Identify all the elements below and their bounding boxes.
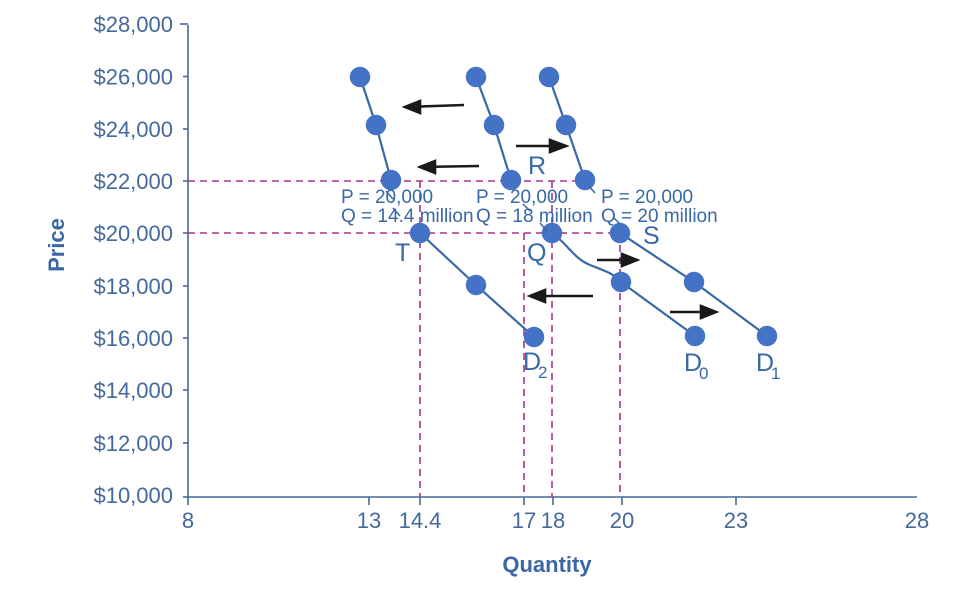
svg-text:$10,000: $10,000	[93, 483, 173, 508]
svg-text:$22,000: $22,000	[93, 169, 173, 194]
svg-text:20: 20	[610, 508, 634, 533]
svg-text:P = 20,000: P = 20,000	[476, 187, 568, 208]
svg-text:$26,000: $26,000	[93, 65, 173, 90]
svg-text:Q = 14.4 million: Q = 14.4 million	[341, 206, 474, 227]
svg-text:$16,000: $16,000	[93, 326, 173, 351]
svg-text:2: 2	[538, 363, 547, 382]
svg-text:8: 8	[182, 508, 194, 533]
svg-text:$28,000: $28,000	[93, 12, 173, 37]
svg-text:14.4: 14.4	[399, 508, 442, 533]
svg-text:Q = 20 million: Q = 20 million	[601, 206, 718, 227]
svg-text:$20,000: $20,000	[93, 221, 173, 246]
svg-text:P = 20,000: P = 20,000	[601, 187, 693, 208]
svg-text:1: 1	[771, 364, 780, 383]
svg-text:T: T	[395, 239, 410, 267]
svg-text:$14,000: $14,000	[93, 378, 173, 403]
svg-text:R: R	[528, 152, 546, 180]
svg-text:P = 20,000: P = 20,000	[341, 187, 433, 208]
svg-text:Price: Price	[44, 218, 69, 272]
svg-text:18: 18	[541, 508, 565, 533]
svg-text:$12,000: $12,000	[93, 431, 173, 456]
svg-text:28: 28	[905, 508, 929, 533]
svg-text:$18,000: $18,000	[93, 274, 173, 299]
svg-text:0: 0	[699, 364, 708, 383]
svg-text:23: 23	[724, 508, 748, 533]
svg-text:$24,000: $24,000	[93, 117, 173, 142]
svg-text:17: 17	[512, 508, 536, 533]
svg-text:Q = 18 million: Q = 18 million	[476, 206, 593, 227]
svg-text:Q: Q	[527, 239, 546, 267]
svg-text:13: 13	[357, 508, 381, 533]
svg-text:Quantity: Quantity	[502, 552, 592, 577]
